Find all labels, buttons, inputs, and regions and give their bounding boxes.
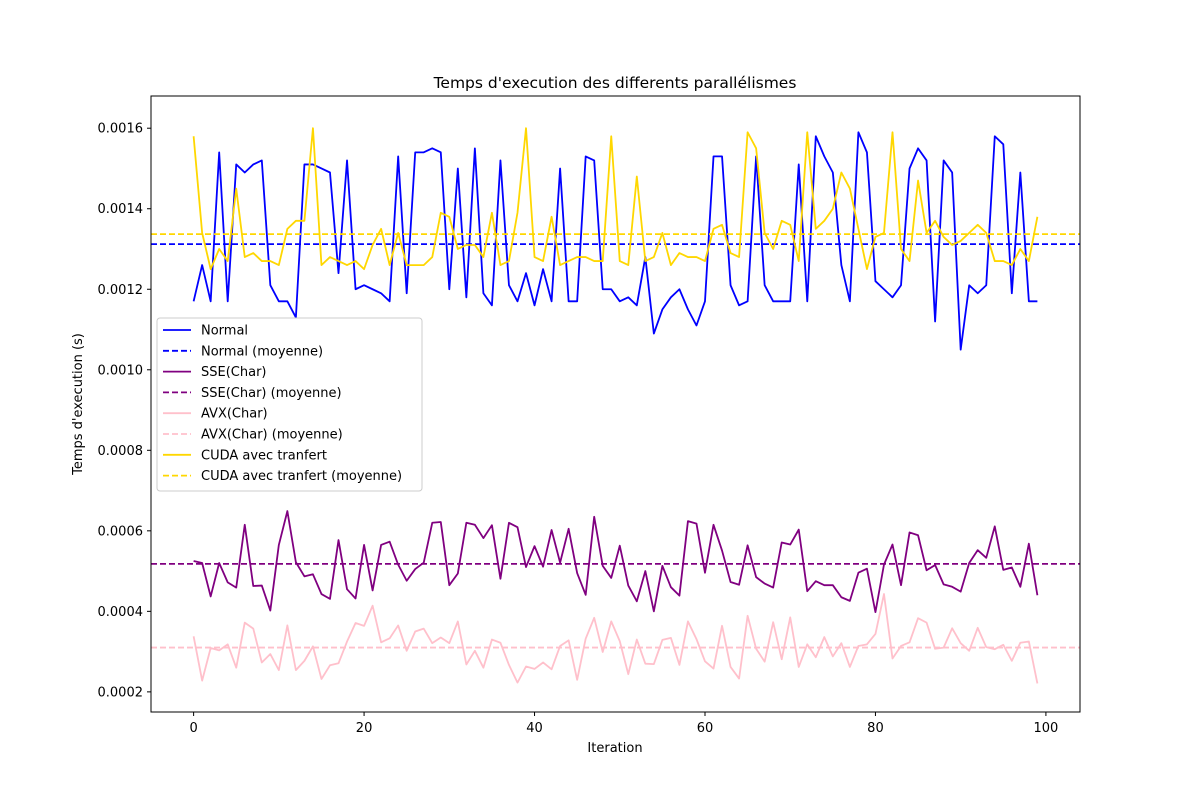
x-axis: 0 20 40 60 80 100 (189, 712, 1058, 736)
x-tick-label: 0 (189, 721, 197, 736)
x-tick-label: 60 (697, 721, 714, 736)
legend-label: Normal (moyenne) (201, 344, 323, 359)
legend-box (156, 317, 423, 492)
legend-label: SSE(Char) (moyenne) (201, 386, 342, 401)
legend-label: Normal (201, 324, 248, 339)
y-tick-label: 0.0006 (98, 524, 144, 539)
x-tick-label: 20 (356, 721, 373, 736)
y-tick-label: 0.0008 (98, 444, 144, 459)
y-tick-label: 0.0016 (98, 122, 144, 137)
y-tick-label: 0.0004 (98, 605, 144, 620)
plot-frame (150, 95, 1081, 713)
y-axis-label: Temps d'execution (s) (71, 333, 86, 476)
legend: Normal Normal (moyenne) SSE(Char) SSE(Char)… (156, 317, 423, 492)
y-tick-label: 0.0012 (98, 283, 144, 298)
x-axis-label: Iteration (587, 741, 642, 756)
x-tick-label: 100 (1033, 721, 1058, 736)
legend-label: SSE(Char) (201, 365, 267, 380)
x-tick-label: 80 (867, 721, 884, 736)
series-line-cuda-avec-tranfert (192, 127, 1039, 271)
series-line-sse-char (193, 510, 1039, 614)
legend-label: CUDA avec tranfert (201, 448, 327, 463)
y-tick-label: 0.0010 (98, 363, 144, 378)
x-tick-label: 40 (526, 721, 543, 736)
legend-label: AVX(Char) (moyenne) (201, 428, 343, 443)
y-tick-label: 0.0002 (98, 685, 144, 700)
plot-area (151, 127, 1080, 684)
legend-label: CUDA avec tranfert (moyenne) (201, 469, 402, 484)
series-line-avx-char (192, 593, 1039, 684)
legend-label: AVX(Char) (201, 407, 268, 422)
chart-title: Temps d'execution des differents parallé… (433, 74, 797, 92)
series-line-normal (192, 131, 1038, 351)
y-tick-label: 0.0014 (98, 202, 144, 217)
y-axis: 0.0002 0.0004 0.0006 0.0008 0.0010 0.0012 0.00… (98, 122, 151, 700)
